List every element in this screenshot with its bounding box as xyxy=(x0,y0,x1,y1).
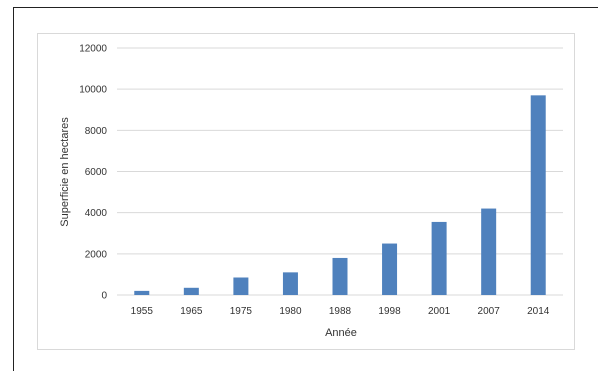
bar-2001 xyxy=(431,221,447,295)
x-tick-label: 1980 xyxy=(279,306,302,317)
y-tick-label: 12000 xyxy=(79,44,107,55)
chart-area xyxy=(37,33,575,350)
bars xyxy=(134,95,546,295)
x-tick-label: 2001 xyxy=(428,306,451,317)
y-tick-label: 10000 xyxy=(79,85,107,96)
y-tick-labels: 0 2000 4000 6000 8000 10000 12000 xyxy=(79,44,107,302)
y-axis-title: Superficie en hectares xyxy=(59,117,71,227)
x-tick-label: 2014 xyxy=(527,306,550,317)
bar-1975 xyxy=(233,277,249,295)
x-tick-label: 1988 xyxy=(329,306,352,317)
y-tick-label: 6000 xyxy=(85,167,108,178)
figure-frame xyxy=(13,7,598,371)
bar-2007 xyxy=(481,208,497,295)
x-tick-label: 1965 xyxy=(180,306,203,317)
x-tick-labels: 1955 1965 1975 1980 1988 1998 2001 2007 2014 xyxy=(131,306,550,317)
x-axis-title: Année xyxy=(325,327,357,339)
bar-1998 xyxy=(382,243,398,295)
bar-2014 xyxy=(530,95,546,295)
y-tick-label: 4000 xyxy=(85,208,108,219)
x-tick-label: 1975 xyxy=(230,306,253,317)
x-tick-label: 2007 xyxy=(478,306,501,317)
y-tick-label: 2000 xyxy=(85,249,108,260)
y-tick-label: 8000 xyxy=(85,126,108,137)
x-tick-label: 1955 xyxy=(131,306,154,317)
bar-1955 xyxy=(134,290,150,295)
x-tick-label: 1998 xyxy=(378,306,401,317)
bar-1988 xyxy=(332,257,348,295)
y-tick-label: 0 xyxy=(101,291,107,302)
bar-1965 xyxy=(183,287,199,295)
bar-1980 xyxy=(282,272,298,295)
